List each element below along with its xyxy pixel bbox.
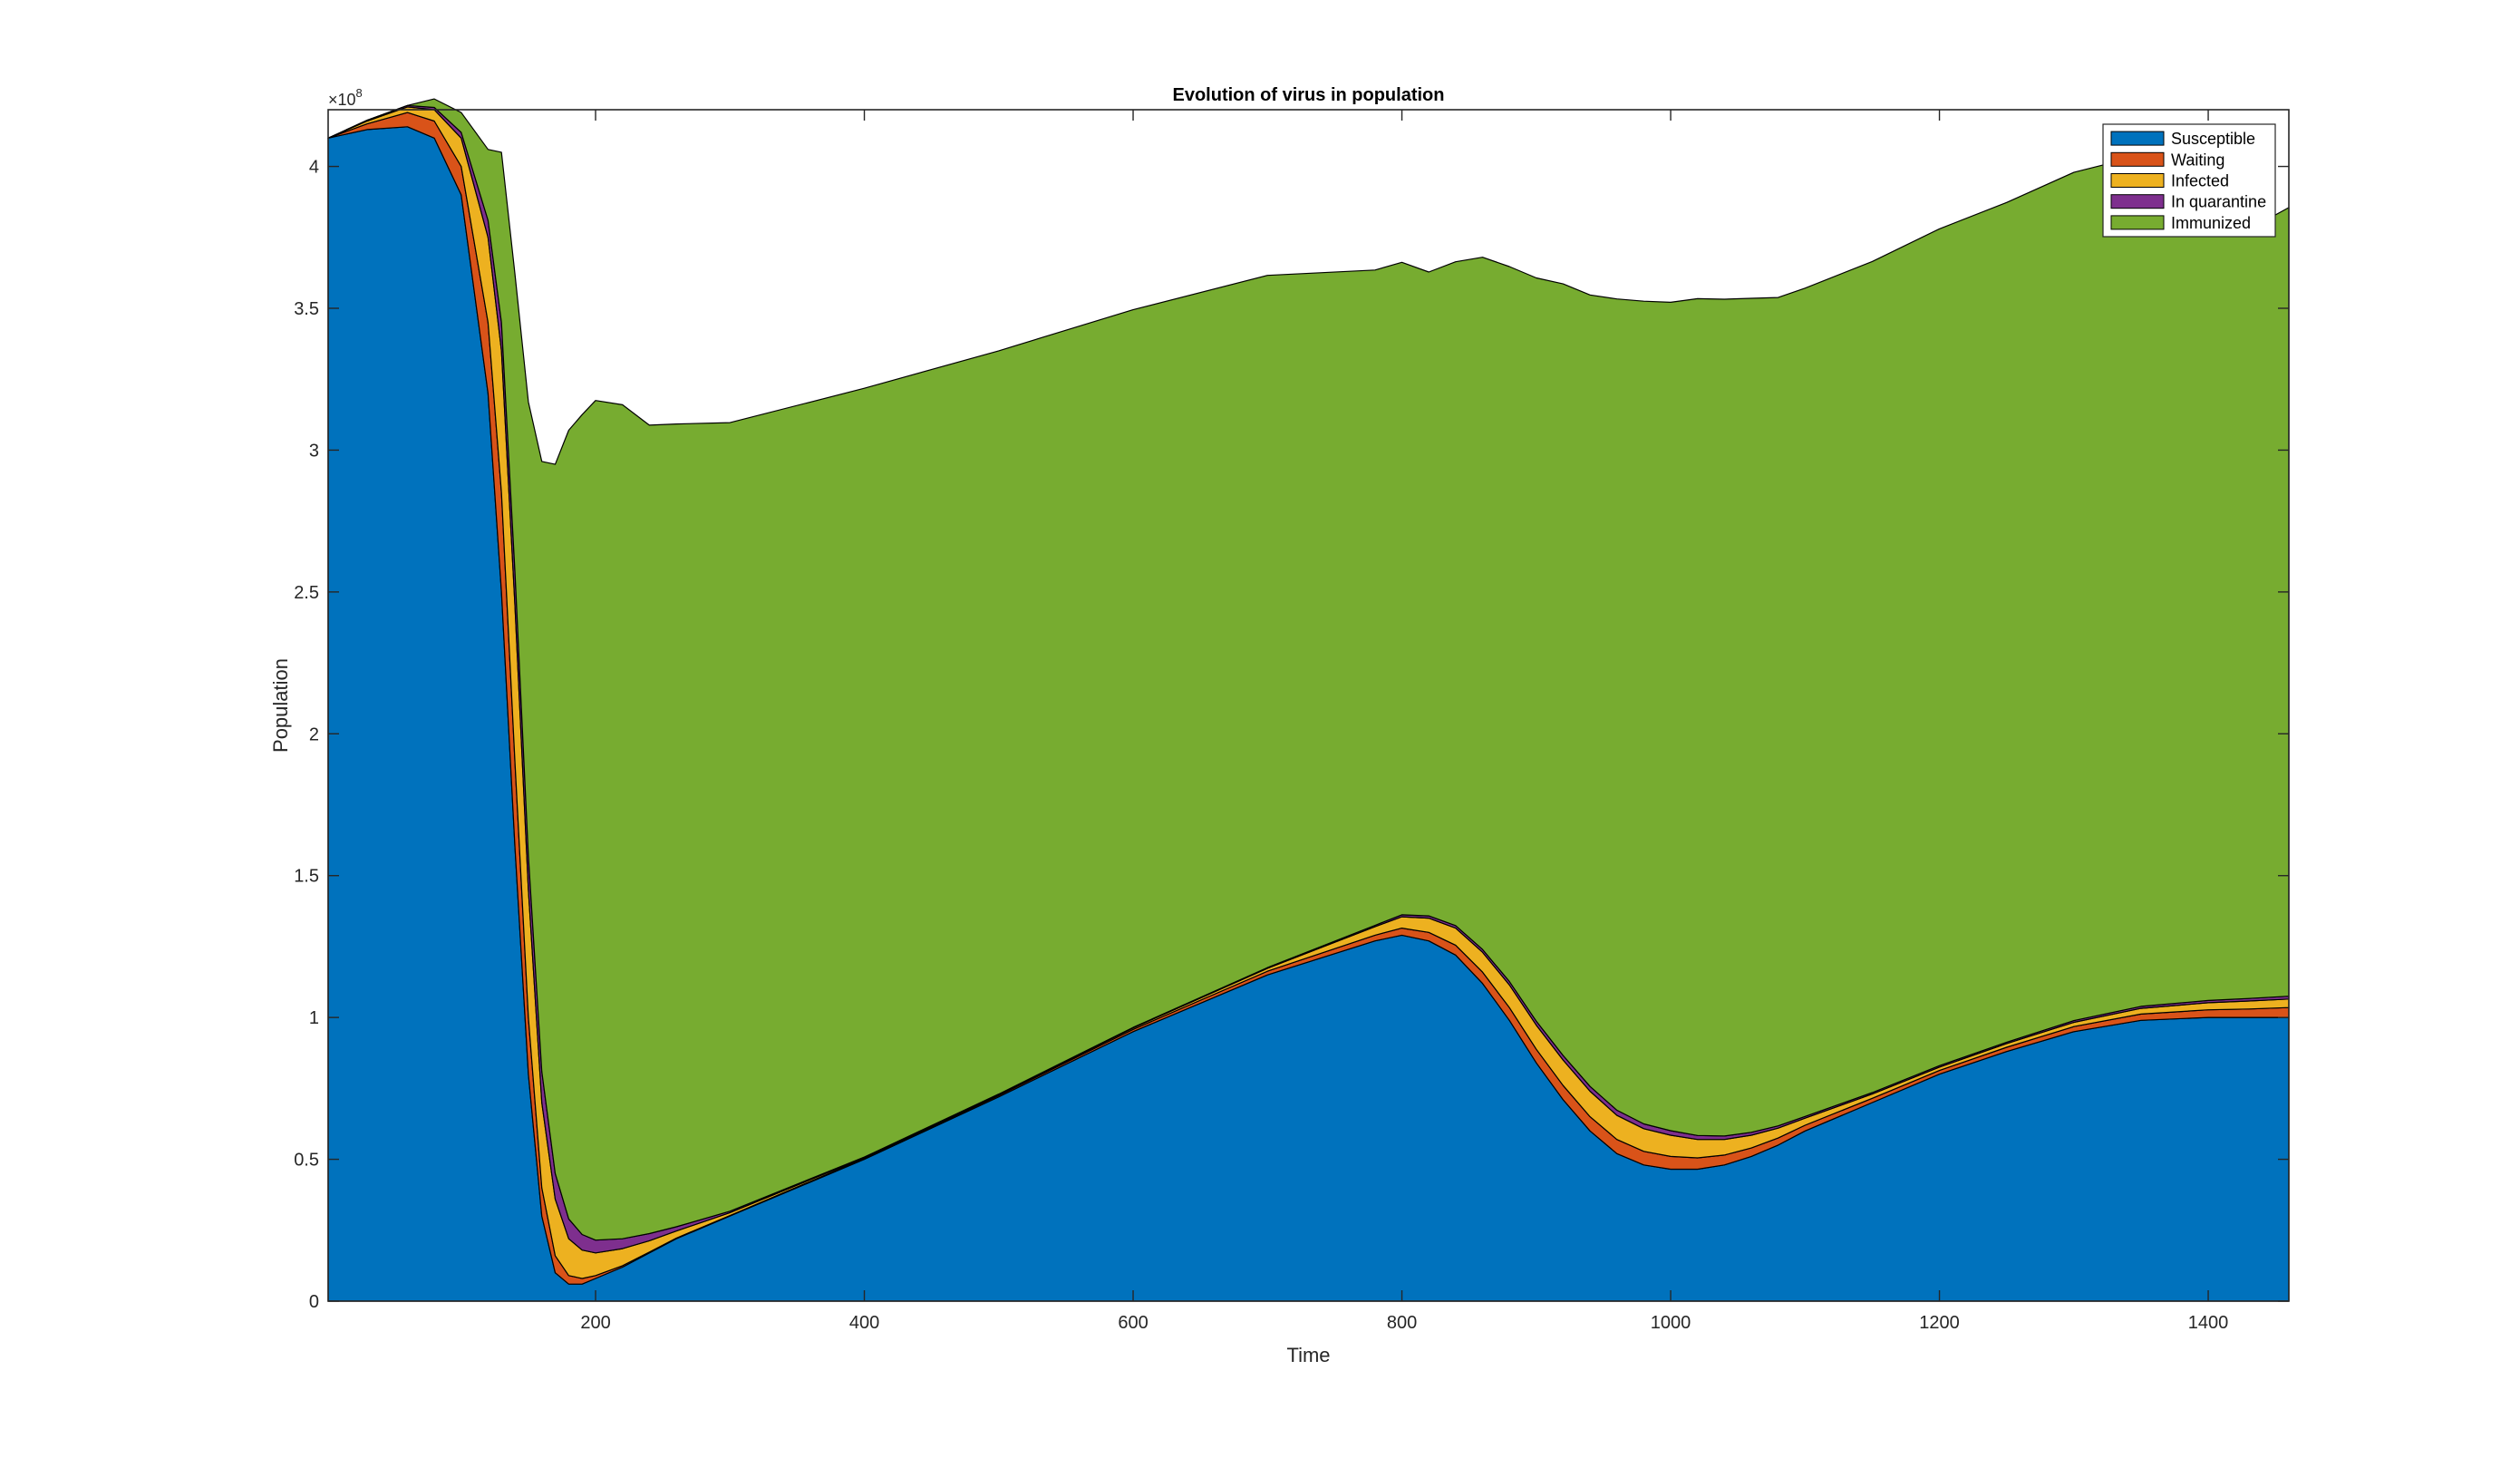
y-tick-label: 0.5 xyxy=(294,1151,319,1171)
legend[interactable]: Susceptible Waiting Infected In quarantine I… xyxy=(2102,123,2276,238)
x-tick-label: 1200 xyxy=(1919,1313,1960,1333)
x-tick-label: 1000 xyxy=(1651,1313,1691,1333)
axes-box xyxy=(327,109,2290,1302)
legend-label: Waiting xyxy=(2171,151,2224,169)
x-tick-label: 800 xyxy=(1387,1313,1417,1333)
y-tick-label: 1.5 xyxy=(294,867,319,887)
legend-swatch-immunized xyxy=(2110,215,2165,230)
y-tick-label: 2 xyxy=(309,724,319,744)
legend-swatch-susceptible xyxy=(2110,131,2165,146)
y-tick-label: 0 xyxy=(309,1292,319,1312)
y-exponent-base: ×10 xyxy=(328,91,356,109)
y-axis-label: Population xyxy=(269,658,292,753)
legend-label: Infected xyxy=(2171,172,2229,190)
legend-label: In quarantine xyxy=(2171,193,2266,211)
y-axis-exponent: ×108 xyxy=(328,86,363,109)
y-tick-label: 2.5 xyxy=(294,583,319,603)
legend-label: Immunized xyxy=(2171,214,2251,232)
legend-swatch-in-quarantine xyxy=(2110,194,2165,209)
x-tick-label: 200 xyxy=(580,1313,610,1333)
y-tick-label: 4 xyxy=(309,158,319,178)
x-tick-label: 400 xyxy=(849,1313,879,1333)
x-axis-label: Time xyxy=(1286,1344,1330,1366)
y-tick-label: 1 xyxy=(309,1008,319,1028)
y-tick-label: 3.5 xyxy=(294,299,319,319)
legend-swatch-infected xyxy=(2110,173,2165,188)
y-tick-label: 3 xyxy=(309,441,319,461)
x-tick-label: 1400 xyxy=(2188,1313,2229,1333)
legend-swatch-waiting xyxy=(2110,151,2165,167)
x-tick-label: 600 xyxy=(1118,1313,1148,1333)
y-axis-ticks: 0 0.5 1 1.5 2 2.5 3 3.5 4 xyxy=(294,158,2289,1312)
legend-label: Susceptible xyxy=(2171,130,2255,148)
chart-title: Evolution of virus in population xyxy=(1173,85,1445,105)
y-exponent-power: 8 xyxy=(356,86,363,100)
x-axis-ticks: 200 400 600 800 1000 1200 1400 xyxy=(580,110,2228,1333)
stacked-areas xyxy=(327,98,2290,1302)
